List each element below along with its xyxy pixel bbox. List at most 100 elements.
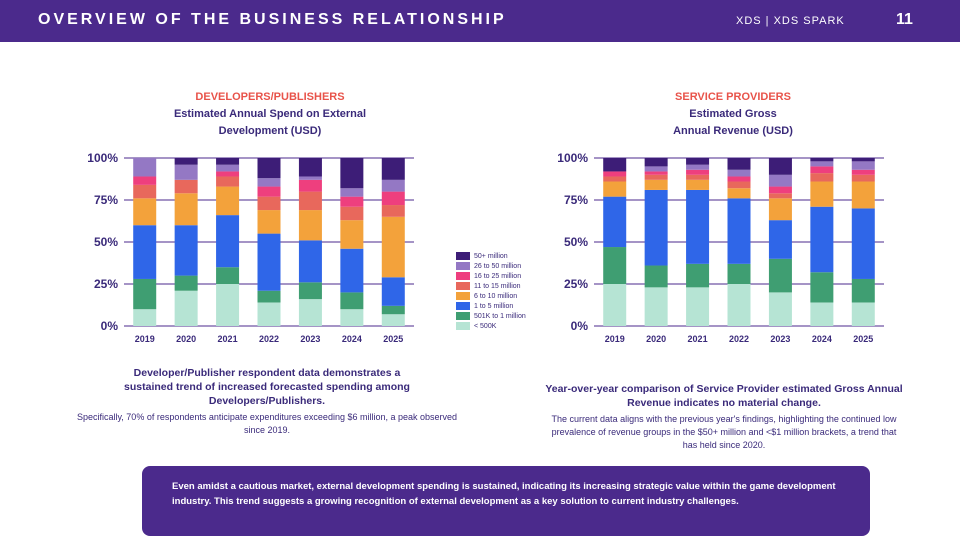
legend-item: 26 to 50 million: [456, 261, 526, 271]
legend-item: 11 to 15 million: [456, 281, 526, 291]
bar-segment: [340, 158, 364, 189]
brand-label: XDS | XDS SPARK: [736, 15, 845, 27]
bar-segment: [768, 220, 792, 259]
bar-segment: [174, 158, 198, 165]
x-tick-label: 2019: [135, 334, 155, 344]
left-caption: Developer/Publisher respondent data demo…: [72, 366, 462, 437]
bar-segment: [257, 233, 281, 291]
bar-segment: [381, 205, 405, 217]
x-tick-label: 2023: [770, 334, 790, 344]
callout-text: Even amidst a cautious market, external …: [172, 481, 836, 507]
bar-segment: [768, 174, 792, 187]
bar-segment: [340, 220, 364, 249]
bar-segment: [644, 174, 668, 180]
legend-swatch: [456, 272, 470, 280]
bar-segment: [644, 166, 668, 172]
bar-segment: [257, 290, 281, 303]
bar-segment: [340, 309, 364, 326]
bar-segment: [727, 188, 751, 199]
bar-segment: [381, 216, 405, 278]
x-tick-label: 2020: [646, 334, 666, 344]
legend-swatch: [456, 262, 470, 270]
bar-segment: [727, 263, 751, 284]
legend-swatch: [456, 252, 470, 260]
bar-segment: [644, 189, 668, 266]
x-tick-label: 2024: [812, 334, 832, 344]
right-chart-subtitle-line1: Estimated Gross: [689, 108, 777, 120]
bar-segment: [216, 158, 240, 165]
bar-segment: [381, 158, 405, 180]
y-tick-label: 0%: [101, 319, 119, 333]
bar-segment: [810, 166, 834, 174]
x-tick-label: 2022: [729, 334, 749, 344]
bar-segment: [603, 284, 627, 326]
key-insight-callout: Even amidst a cautious market, external …: [142, 466, 870, 536]
bar-segment: [174, 193, 198, 226]
bar-segment: [686, 174, 710, 180]
bar-segment: [851, 181, 875, 209]
bar-segment: [133, 184, 157, 199]
x-tick-label: 2021: [218, 334, 238, 344]
y-tick-label: 100%: [87, 151, 118, 165]
bar-segment: [810, 158, 834, 162]
bar-segment: [768, 258, 792, 293]
bar-segment: [851, 169, 875, 175]
legend-item: 6 to 10 million: [456, 291, 526, 301]
bar-segment: [298, 179, 322, 192]
bar-segment: [810, 206, 834, 273]
bar-segment: [768, 193, 792, 199]
bar-segment: [340, 248, 364, 293]
bar-segment: [298, 299, 322, 326]
bar-segment: [644, 265, 668, 288]
y-tick-label: 100%: [557, 151, 588, 165]
legend-swatch: [456, 292, 470, 300]
bar-segment: [644, 179, 668, 190]
bar-segment: [257, 178, 281, 187]
bar-segment: [340, 292, 364, 310]
bar-segment: [851, 278, 875, 303]
bar-segment: [686, 189, 710, 264]
bar-segment: [768, 292, 792, 326]
legend-label: 6 to 10 million: [474, 292, 518, 300]
bar-segment: [216, 164, 240, 172]
legend-label: 50+ million: [474, 252, 508, 260]
legend-item: 1 to 5 million: [456, 301, 526, 311]
bar-segment: [216, 176, 240, 187]
legend-item: < 500K: [456, 321, 526, 331]
right-chart-subtitle-line2: Annual Revenue (USD): [673, 125, 793, 137]
x-tick-label: 2024: [342, 334, 362, 344]
bar-segment: [810, 161, 834, 167]
legend-swatch: [456, 312, 470, 320]
bar-segment: [603, 247, 627, 284]
bar-segment: [727, 198, 751, 264]
bar-segment: [603, 158, 627, 172]
bar-segment: [768, 186, 792, 194]
bar-segment: [298, 240, 322, 283]
legend-swatch: [456, 302, 470, 310]
x-tick-label: 2025: [383, 334, 403, 344]
bar-segment: [174, 179, 198, 194]
bar-segment: [686, 179, 710, 190]
bar-segment: [216, 186, 240, 216]
legend-swatch: [456, 282, 470, 290]
x-tick-label: 2019: [605, 334, 625, 344]
bar-segment: [381, 179, 405, 192]
bar-segment: [603, 196, 627, 248]
bar-segment: [216, 284, 240, 326]
bar-segment: [298, 282, 322, 300]
legend-label: 11 to 15 million: [474, 282, 521, 290]
bar-segment: [298, 191, 322, 211]
left-caption-normal: Specifically, 70% of respondents anticip…: [76, 412, 458, 435]
bar-segment: [810, 302, 834, 326]
legend-label: 16 to 25 million: [474, 272, 522, 280]
bar-segment: [727, 181, 751, 189]
bar-segment: [381, 191, 405, 206]
y-tick-label: 75%: [564, 193, 588, 207]
bar-segment: [133, 158, 157, 177]
bar-segment: [381, 305, 405, 315]
bar-segment: [340, 206, 364, 221]
bar-segment: [257, 210, 281, 234]
bar-segment: [768, 198, 792, 221]
bar-segment: [381, 277, 405, 306]
bar-segment: [298, 210, 322, 241]
